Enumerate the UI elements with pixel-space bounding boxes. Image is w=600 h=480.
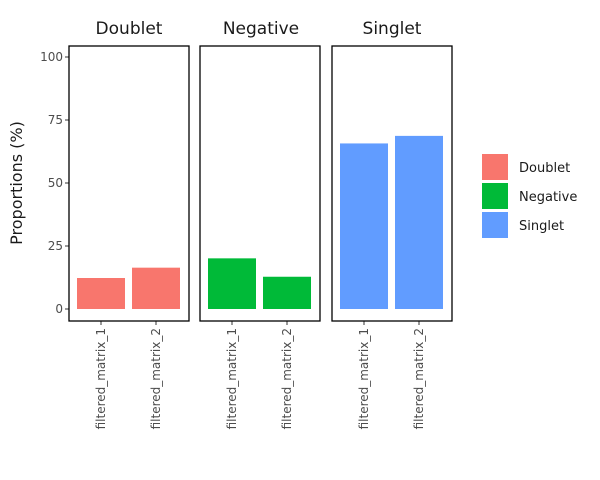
facet-title-negative: Negative — [223, 19, 299, 39]
legend-key-negative — [482, 183, 508, 209]
facet-title-doublet: Doublet — [96, 19, 163, 39]
facet-border-singlet — [331, 45, 453, 322]
x-tick-label: filtered_matrix_1 — [94, 328, 108, 429]
y-tick-marks — [65, 56, 69, 310]
x-tick-label: filtered_matrix_2 — [149, 328, 163, 429]
facet-panels: filtered_matrix_1 filtered_matrix_2 filter… — [68, 45, 453, 429]
x-tick-label: filtered_matrix_2 — [412, 328, 426, 429]
y-tick-label: 50 — [48, 176, 63, 190]
facet-title-singlet: Singlet — [363, 19, 422, 39]
bar-doublet-1 — [77, 278, 125, 309]
legend-label-doublet: Doublet — [519, 161, 570, 176]
legend-label-singlet: Singlet — [519, 219, 564, 234]
y-tick-label: 0 — [55, 302, 63, 316]
y-tick-label: 100 — [40, 50, 63, 64]
facet-border-doublet — [68, 45, 190, 322]
x-tick-label: filtered_matrix_2 — [280, 328, 294, 429]
y-axis-title: Proportions (%) — [7, 121, 26, 245]
x-tick-label: filtered_matrix_1 — [225, 328, 239, 429]
bar-singlet-1 — [340, 143, 388, 309]
legend-label-negative: Negative — [519, 190, 577, 205]
bar-doublet-2 — [132, 267, 180, 309]
legend-key-singlet — [482, 212, 508, 238]
legend-key-doublet — [482, 154, 508, 180]
bar-singlet-2 — [395, 135, 443, 309]
legend: Doublet Negative Singlet — [482, 154, 577, 238]
bar-negative-2 — [263, 276, 311, 309]
bar-negative-1 — [208, 258, 256, 309]
y-tick-label: 75 — [48, 113, 63, 127]
facet-border-negative — [199, 45, 321, 322]
x-tick-label: filtered_matrix_1 — [357, 328, 371, 429]
y-tick-label: 25 — [48, 239, 63, 253]
